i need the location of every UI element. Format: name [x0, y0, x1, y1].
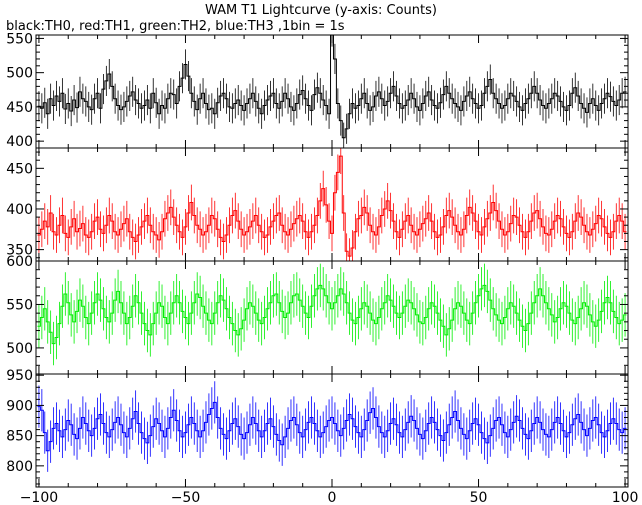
- y-tick-label: 400: [6, 134, 33, 150]
- th2-x-ticks: [38, 261, 626, 374]
- th1-series: [37, 148, 627, 261]
- th3-y-axis: 800 850 900 950: [6, 368, 628, 485]
- y-tick-label: 500: [6, 341, 33, 357]
- x-tick-label: 100: [612, 490, 639, 505]
- panel-th0: 400 450 500 550: [6, 31, 629, 150]
- x-tick-label: −100: [20, 490, 58, 505]
- x-tick-label: 50: [470, 490, 488, 505]
- y-tick-label: 850: [6, 429, 33, 445]
- step-line: [37, 284, 627, 345]
- th0-frame: [35, 34, 629, 149]
- step-line: [37, 155, 627, 257]
- th3-x-ticks: [38, 374, 626, 487]
- error-bars: [38, 263, 626, 366]
- y-tick-label: 450: [6, 100, 33, 116]
- x-tick-label: 0: [328, 490, 337, 505]
- th1-x-ticks: [38, 148, 626, 261]
- th0-x-ticks: [38, 35, 626, 148]
- y-tick-label: 400: [6, 202, 33, 218]
- th2-series: [37, 263, 627, 366]
- y-tick-label: 500: [6, 66, 33, 82]
- y-tick-label: 800: [6, 459, 33, 475]
- th0-y-axis: 400 450 500 550: [6, 31, 628, 150]
- step-line: [37, 35, 627, 139]
- y-tick-label: 550: [6, 297, 33, 313]
- x-axis-labels: −100 −50 0 50 100: [20, 490, 639, 505]
- x-tick-label: −50: [171, 490, 201, 505]
- chart-title: WAM T1 Lightcurve (y-axis: Counts): [205, 3, 437, 18]
- y-tick-label: 350: [6, 243, 33, 259]
- th2-y-axis: 500 550 600: [6, 254, 628, 375]
- panel-th3: 800 850 900 950: [6, 368, 629, 488]
- panel-th1: 350 400 450: [6, 147, 629, 262]
- y-tick-label: 450: [6, 161, 33, 177]
- y-tick-label: 950: [6, 368, 33, 384]
- th3-series: [37, 381, 627, 472]
- chart-subtitle: black:TH0, red:TH1, green:TH2, blue:TH3 …: [6, 19, 345, 34]
- step-line: [37, 401, 627, 452]
- y-tick-label: 900: [6, 398, 33, 414]
- y-tick-label: 600: [6, 254, 33, 270]
- panel-th2: 500 550 600: [6, 254, 629, 375]
- th0-series: [37, 35, 627, 148]
- error-bars: [38, 381, 626, 472]
- y-tick-label: 550: [6, 31, 33, 47]
